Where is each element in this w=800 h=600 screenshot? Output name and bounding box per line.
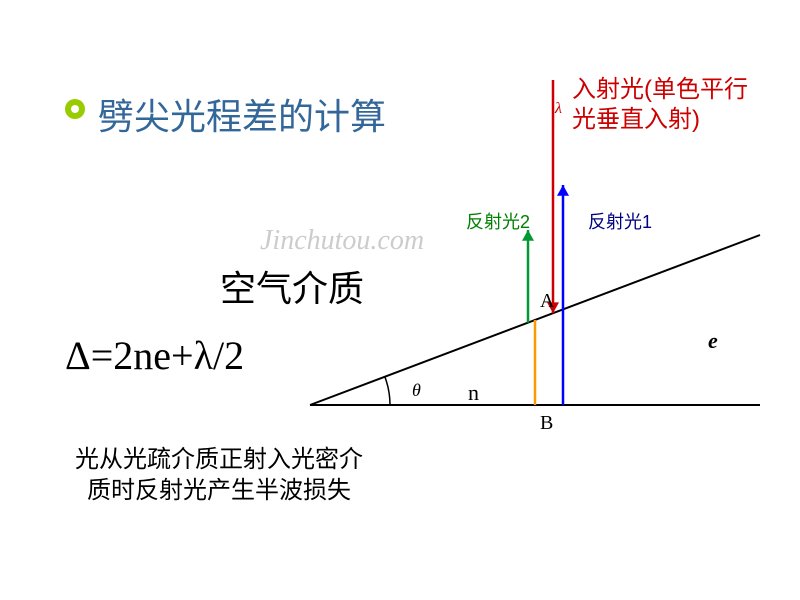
theta-label: θ <box>412 380 421 401</box>
thickness-e-label: e <box>708 328 718 354</box>
wedge-diagram <box>0 0 800 600</box>
n-label: n <box>468 380 479 406</box>
point-B-label: B <box>540 412 553 435</box>
slide-container: 劈尖光程差的计算 入射光(单色平行光垂直入射) λ Jinchutou.com … <box>0 0 800 600</box>
point-A-label: A <box>540 290 554 313</box>
